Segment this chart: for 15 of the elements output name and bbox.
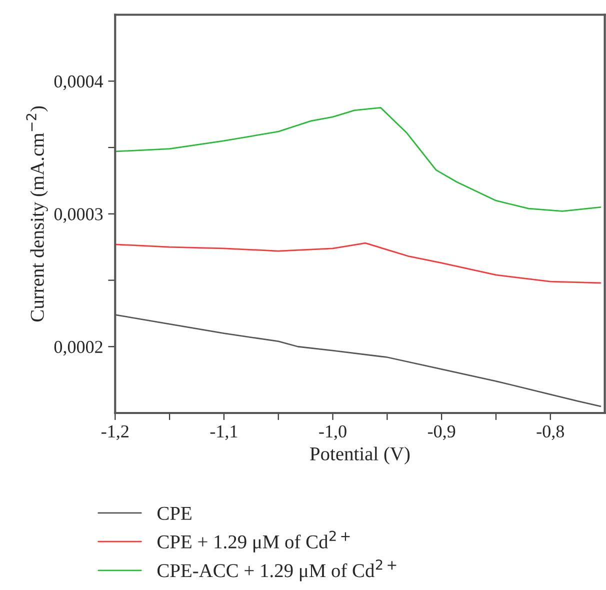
- y-tick-label: 0,0004: [54, 75, 104, 90]
- y-tick-label: 0,0002: [54, 340, 102, 356]
- legend-label: CPE + 1.29 μM of Cd$^{2+}$: [157, 530, 350, 552]
- line-series: [115, 242, 602, 284]
- line-series: [115, 106, 602, 212]
- y-tick-label: 0,0003: [54, 208, 103, 223]
- x-axis-title: Potential (V): [310, 446, 410, 464]
- x-tick-label: -1,2: [102, 425, 128, 440]
- legend-label: CPE: [157, 506, 192, 520]
- legend-label: CPE-ACC + 1.29 μM of Cd$^{2+}$: [157, 560, 396, 582]
- x-tick-label: -1,0: [319, 425, 346, 440]
- y-axis-title: Current density (mA.cm$^{−2}$): [26, 106, 48, 322]
- x-tick-label: -0,9: [428, 425, 456, 440]
- x-tick-label: -0,8: [536, 425, 564, 440]
- x-tick-label: -1,1: [210, 425, 238, 440]
